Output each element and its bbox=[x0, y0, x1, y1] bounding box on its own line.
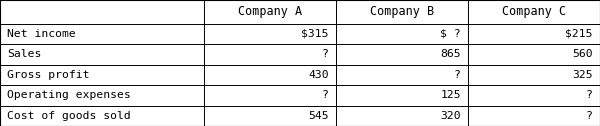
Text: ?: ? bbox=[454, 70, 461, 80]
Text: Operating expenses: Operating expenses bbox=[7, 90, 131, 100]
Text: ?: ? bbox=[586, 111, 593, 121]
Text: Sales: Sales bbox=[7, 49, 41, 59]
Text: 125: 125 bbox=[440, 90, 461, 100]
Text: ?: ? bbox=[322, 90, 329, 100]
Text: ?: ? bbox=[322, 49, 329, 59]
Text: 320: 320 bbox=[440, 111, 461, 121]
Text: Net income: Net income bbox=[7, 29, 76, 39]
Text: Gross profit: Gross profit bbox=[7, 70, 90, 80]
Text: Company B: Company B bbox=[370, 5, 434, 18]
Text: 560: 560 bbox=[572, 49, 593, 59]
Text: 865: 865 bbox=[440, 49, 461, 59]
Text: Cost of goods sold: Cost of goods sold bbox=[7, 111, 131, 121]
Text: 430: 430 bbox=[308, 70, 329, 80]
Text: $215: $215 bbox=[565, 29, 593, 39]
Text: ?: ? bbox=[586, 90, 593, 100]
Text: 325: 325 bbox=[572, 70, 593, 80]
Text: $315: $315 bbox=[301, 29, 329, 39]
Text: 545: 545 bbox=[308, 111, 329, 121]
Text: Company C: Company C bbox=[502, 5, 566, 18]
Text: $ ?: $ ? bbox=[440, 29, 461, 39]
Text: Company A: Company A bbox=[238, 5, 302, 18]
